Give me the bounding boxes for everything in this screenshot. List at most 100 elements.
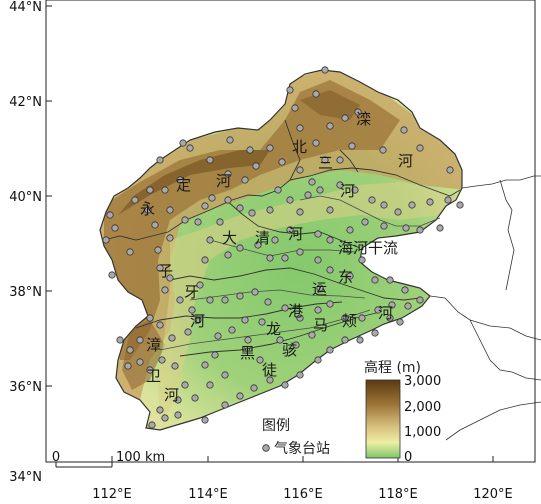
tick-marks bbox=[46, 5, 494, 463]
station-marker bbox=[386, 276, 394, 284]
station-marker bbox=[281, 254, 289, 262]
station-marker bbox=[158, 356, 166, 364]
station-marker bbox=[316, 284, 324, 292]
weather-stations bbox=[102, 66, 464, 429]
station-marker bbox=[224, 196, 232, 204]
station-marker bbox=[171, 362, 179, 370]
station-marker bbox=[179, 139, 187, 147]
scale-bar-start: 0 bbox=[52, 450, 60, 465]
station-marker bbox=[296, 248, 304, 256]
station-marker bbox=[266, 206, 274, 214]
station-marker bbox=[416, 144, 424, 152]
station-marker bbox=[296, 166, 304, 174]
station-marker bbox=[156, 156, 164, 164]
station-marker bbox=[296, 314, 304, 322]
station-marker bbox=[201, 202, 209, 210]
legend-station-marker bbox=[262, 444, 270, 452]
station-marker bbox=[321, 66, 329, 74]
river-label-yun-dong: 运 bbox=[312, 280, 327, 298]
station-marker bbox=[456, 201, 464, 209]
x-tick-label: 112°E bbox=[92, 487, 132, 502]
station-marker bbox=[216, 218, 224, 226]
station-marker bbox=[156, 321, 164, 329]
station-marker bbox=[281, 381, 289, 389]
station-marker bbox=[148, 421, 156, 429]
station-marker bbox=[124, 362, 132, 370]
station-marker bbox=[258, 318, 266, 326]
station-marker bbox=[206, 236, 214, 244]
station-marker bbox=[144, 206, 152, 214]
legend-title: 图例 bbox=[262, 418, 290, 434]
river-label-zhang-wei: 河 bbox=[164, 386, 179, 404]
station-marker bbox=[274, 186, 282, 194]
station-marker bbox=[326, 236, 334, 244]
river-label-heilonggang: 龙 bbox=[266, 320, 281, 338]
station-marker bbox=[314, 230, 322, 238]
station-marker bbox=[224, 170, 232, 178]
station-marker bbox=[286, 86, 294, 94]
station-marker bbox=[296, 371, 304, 379]
station-marker bbox=[348, 142, 356, 150]
station-marker bbox=[326, 122, 334, 130]
station-marker bbox=[380, 222, 388, 230]
station-marker bbox=[321, 156, 329, 164]
river-label-daqing: 清 bbox=[255, 229, 270, 247]
elevation-tick-label: 1,000 bbox=[404, 425, 441, 440]
station-marker bbox=[426, 198, 434, 206]
station-marker bbox=[161, 186, 169, 194]
station-marker bbox=[354, 108, 362, 116]
elevation-tick-label: 0 bbox=[404, 450, 412, 465]
river-label-hai-gan: 海河干流 bbox=[338, 239, 398, 257]
station-marker bbox=[194, 218, 202, 226]
station-marker bbox=[201, 256, 209, 264]
station-marker bbox=[371, 276, 379, 284]
station-marker bbox=[176, 176, 184, 184]
station-marker bbox=[184, 328, 192, 336]
scale-bar-end: 100 km bbox=[116, 450, 165, 465]
station-marker bbox=[221, 401, 229, 409]
river-label-heilonggang: 黑 bbox=[240, 344, 255, 362]
elevation-legend-title: 高程 (m) bbox=[364, 359, 421, 376]
station-marker bbox=[292, 341, 300, 349]
station-marker bbox=[226, 136, 234, 144]
station-marker bbox=[161, 286, 169, 294]
station-marker bbox=[312, 139, 320, 147]
station-marker bbox=[291, 104, 299, 112]
station-marker bbox=[379, 146, 387, 154]
station-marker bbox=[151, 221, 159, 229]
river-label-ma-jia: 港 bbox=[288, 302, 303, 320]
station-marker bbox=[116, 336, 124, 344]
station-marker bbox=[228, 326, 236, 334]
station-marker bbox=[136, 358, 144, 366]
elevation-color-bar bbox=[365, 379, 401, 459]
station-marker bbox=[356, 336, 364, 344]
station-marker bbox=[351, 186, 359, 194]
station-marker bbox=[244, 336, 252, 344]
station-marker bbox=[401, 286, 409, 294]
coastline bbox=[429, 175, 541, 441]
station-marker bbox=[341, 336, 349, 344]
station-marker bbox=[404, 302, 412, 310]
station-marker bbox=[224, 251, 232, 259]
river-label-ma-jia: 河 bbox=[378, 304, 393, 322]
station-marker bbox=[174, 396, 182, 404]
station-marker bbox=[236, 244, 244, 252]
river-label-luan: 河 bbox=[398, 152, 413, 170]
station-marker bbox=[316, 186, 324, 194]
river-label-daqing: 大 bbox=[222, 229, 237, 247]
station-marker bbox=[126, 248, 134, 256]
station-marker bbox=[264, 298, 272, 306]
station-marker bbox=[201, 361, 209, 369]
station-marker bbox=[278, 158, 286, 166]
station-marker bbox=[206, 156, 214, 164]
y-tick-label: 36°N bbox=[9, 380, 42, 395]
station-marker bbox=[191, 394, 199, 402]
station-marker bbox=[361, 218, 369, 226]
station-marker bbox=[266, 376, 274, 384]
station-marker bbox=[131, 196, 139, 204]
river-label-ziya: 河 bbox=[190, 312, 205, 330]
station-marker bbox=[374, 306, 382, 314]
station-marker bbox=[236, 204, 244, 212]
x-tick-label: 118°E bbox=[378, 487, 418, 502]
station-marker bbox=[154, 246, 162, 254]
